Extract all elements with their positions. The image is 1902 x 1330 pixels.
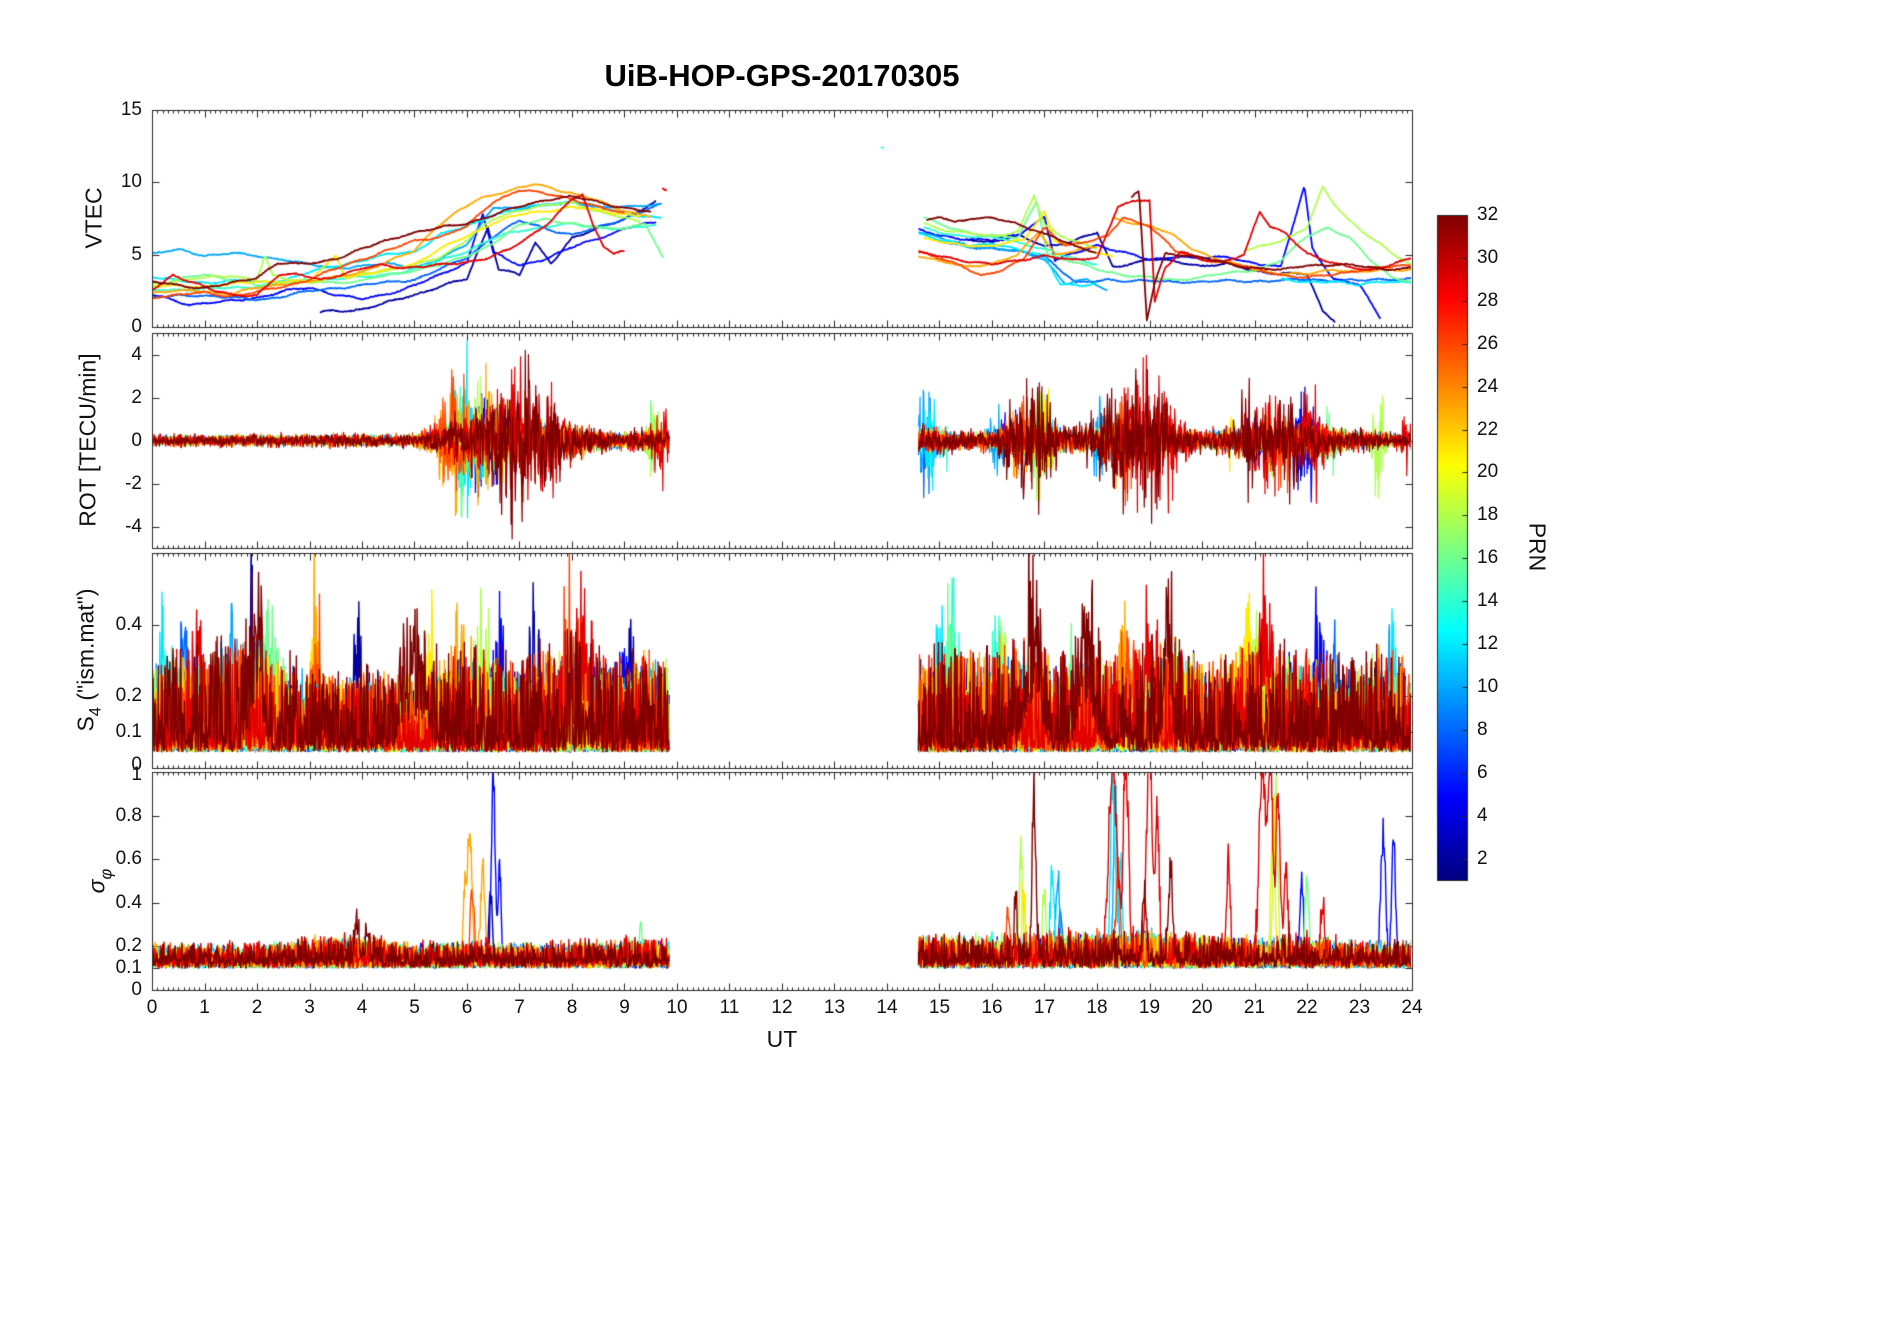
x-tick-label: 13 <box>823 997 846 1018</box>
y-tick-label: 5 <box>131 243 142 265</box>
y-tick-label: 0 <box>131 316 142 337</box>
y-tick-label: 0 <box>131 429 142 451</box>
y-tick-label: 1 <box>131 764 142 785</box>
colorbar-tick-label: 24 <box>1477 375 1499 397</box>
y-tick-label: 2 <box>131 386 142 408</box>
y-tick-label: 4 <box>131 343 142 365</box>
x-tick-label: 19 <box>1138 997 1161 1018</box>
y-tick-label: 0.1 <box>115 721 142 743</box>
y-tick-label: 0.8 <box>115 804 142 826</box>
y-tick-label: 0.2 <box>115 685 142 707</box>
x-tick-label: 23 <box>1348 997 1371 1018</box>
colorbar-tick-label: 32 <box>1477 204 1499 225</box>
y-axis-label-s4-subscript: 4 <box>85 707 105 717</box>
y-tick-label: 0 <box>131 979 142 1000</box>
colorbar-tick-label: 8 <box>1477 718 1488 740</box>
x-tick-label: 5 <box>409 997 420 1018</box>
colorbar-label: PRN <box>1524 522 1551 572</box>
y-tick-label: -2 <box>125 472 142 494</box>
y-tick-label: 15 <box>120 99 142 120</box>
x-tick-label: 12 <box>771 997 793 1018</box>
colorbar-tick-label: 28 <box>1477 289 1499 311</box>
colorbar-tick-label: 30 <box>1477 246 1499 268</box>
y-tick-label: 10 <box>120 171 142 193</box>
x-tick-label: 8 <box>566 997 578 1018</box>
x-tick-label: 17 <box>1033 997 1056 1018</box>
colorbar-tick-label: 20 <box>1477 461 1499 483</box>
y-axis-label-sigma-subscript: φ <box>96 868 116 880</box>
y-tick-label: 0.2 <box>115 935 142 957</box>
colorbar-tick-label: 16 <box>1477 547 1499 569</box>
y-axis-label-vtec-text: VTEC <box>80 187 107 249</box>
x-tick-label: 15 <box>928 997 951 1018</box>
y-axis-label-vtec: VTEC <box>81 187 108 248</box>
x-tick-label: 4 <box>356 997 368 1018</box>
x-tick-label: 11 <box>719 997 740 1018</box>
x-tick-label: 21 <box>1243 997 1266 1018</box>
y-tick-label: 0.1 <box>115 957 142 979</box>
x-tick-label: 10 <box>666 997 688 1018</box>
colorbar-tick-label: 2 <box>1477 847 1488 869</box>
x-tick-label: 18 <box>1086 997 1108 1018</box>
colorbar-tick-label: 6 <box>1477 761 1488 783</box>
x-tick-label: 1 <box>199 997 210 1018</box>
x-tick-label: 16 <box>981 997 1003 1018</box>
x-tick-label: 7 <box>514 997 525 1018</box>
colorbar-tick-label: 18 <box>1477 504 1499 526</box>
y-tick-label: -4 <box>125 515 142 537</box>
x-axis-label: UT <box>766 1026 798 1052</box>
chart-title: UiB-HOP-GPS-20170305 <box>604 58 960 93</box>
colorbar-tick-label: 4 <box>1477 804 1488 826</box>
y-tick-label: 0.4 <box>115 891 142 913</box>
y-tick-label: 0 <box>131 754 142 775</box>
y-tick-label: 0.6 <box>115 848 142 870</box>
x-tick-label: 0 <box>146 997 158 1018</box>
x-tick-label: 22 <box>1296 997 1318 1018</box>
x-tick-label: 24 <box>1401 997 1423 1018</box>
y-tick-label: 0.4 <box>115 613 142 635</box>
x-tick-label: 2 <box>251 997 263 1018</box>
colorbar-tick-label: 26 <box>1477 332 1499 354</box>
colorbar-tick-label: 22 <box>1477 418 1499 440</box>
x-tick-label: 20 <box>1191 997 1213 1018</box>
y-axis-label-sigma-main: σ <box>83 879 110 894</box>
colorbar-tick-label: 14 <box>1477 590 1499 612</box>
x-tick-label: 6 <box>461 997 473 1018</box>
colorbar-tick-label: 10 <box>1477 675 1499 697</box>
colorbar-tick-label: 12 <box>1477 633 1499 655</box>
y-axis-label-s4: S4 ("ism.mat") <box>73 588 105 731</box>
x-tick-label: 3 <box>304 997 315 1018</box>
x-tick-label: 9 <box>619 997 630 1018</box>
y-axis-label-sigma-phi: σφ <box>83 869 116 894</box>
x-tick-label: 14 <box>876 997 898 1018</box>
